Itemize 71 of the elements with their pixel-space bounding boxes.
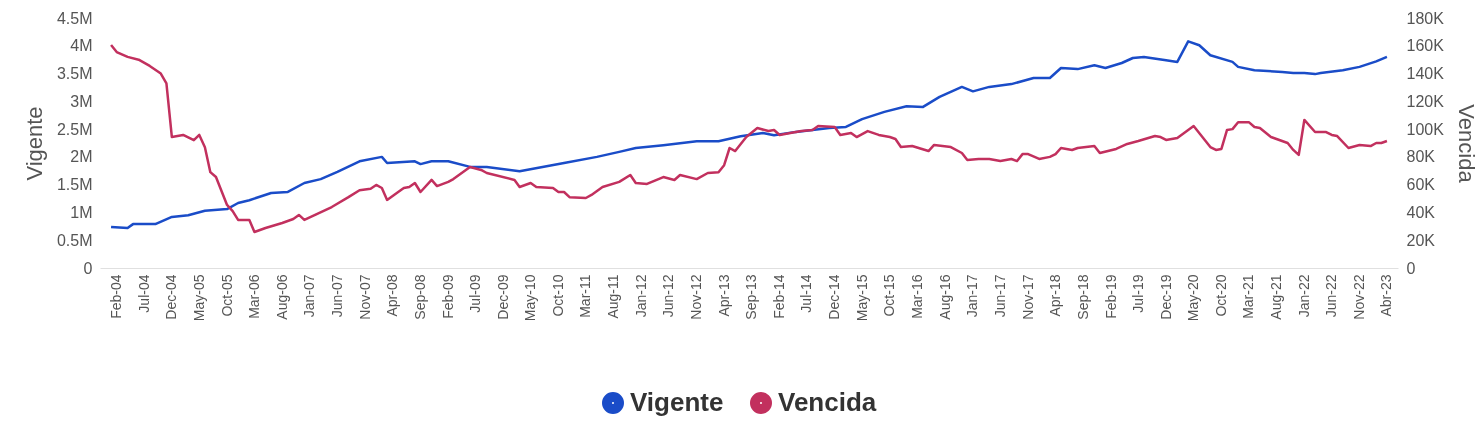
y-tick-label: 1.5M <box>56 176 93 194</box>
x-tick-label: May-05 <box>190 274 207 322</box>
y2-tick-label: 160K <box>1406 37 1445 55</box>
x-tick-label: Mar-16 <box>908 274 925 319</box>
x-tick-label: Feb-19 <box>1102 274 1119 319</box>
legend-label: Vigente <box>630 387 724 417</box>
x-tick-label: Jan-22 <box>1295 274 1312 318</box>
y2-tick-label: 0 <box>1406 259 1416 277</box>
y2-tick-label: 60K <box>1406 176 1436 194</box>
y2-tick-label: 140K <box>1406 65 1445 83</box>
y-tick-label: 4M <box>70 37 93 55</box>
x-tick-label: Apr-08 <box>384 274 401 317</box>
x-tick-label: May-20 <box>1185 274 1202 322</box>
x-tick-label: Dec-09 <box>494 274 511 320</box>
x-tick-label: Mar-11 <box>577 274 594 318</box>
x-tick-label: Nov-12 <box>688 274 705 320</box>
x-tick-label: Jul-19 <box>1129 274 1146 313</box>
x-tick-label: Jun-22 <box>1323 274 1340 318</box>
x-tick-label: Dec-14 <box>826 274 843 320</box>
x-tick-label: Nov-17 <box>1019 274 1036 320</box>
x-tick-label: Mar-06 <box>245 274 262 319</box>
legend-label: Vencida <box>778 387 877 417</box>
y-axis-title: Vigente <box>21 106 47 181</box>
x-tick-label: Aug-16 <box>936 274 953 320</box>
x-tick-label: Jul-14 <box>798 274 815 313</box>
x-tick-label: Mar-21 <box>1240 274 1257 319</box>
x-tick-label: Aug-06 <box>273 274 290 320</box>
x-tick-label: Aug-21 <box>1268 274 1285 320</box>
x-tick-label: Jun-07 <box>328 274 345 318</box>
y-tick-label: 2M <box>70 148 93 166</box>
x-tick-label: Apr-18 <box>1047 274 1064 317</box>
y-tick-label: 0 <box>83 259 93 277</box>
x-tick-label: Oct-05 <box>218 274 235 317</box>
y2-tick-label: 40K <box>1406 203 1436 221</box>
x-tick-label: Jul-09 <box>467 274 483 313</box>
y-tick-label: 3.5M <box>56 65 93 83</box>
y2-axis-title: Vencida <box>1453 104 1479 184</box>
y2-tick-label: 180K <box>1406 9 1445 27</box>
x-tick-label: Apr-13 <box>715 274 732 317</box>
x-tick-label: Feb-14 <box>771 274 788 319</box>
y-tick-label: 2.5M <box>56 120 93 138</box>
y-tick-label: 3M <box>70 92 93 110</box>
x-tick-label: Dec-04 <box>163 274 180 320</box>
x-tick-label: Jan-12 <box>632 274 649 318</box>
x-tick-label: Aug-11 <box>605 274 622 319</box>
y2-tick-label: 120K <box>1406 92 1445 110</box>
x-tick-label: May-10 <box>522 274 539 322</box>
x-tick-label: May-15 <box>853 274 870 322</box>
x-tick-label: Feb-09 <box>439 274 456 319</box>
x-tick-label: Oct-15 <box>881 274 898 317</box>
x-tick-label: Nov-07 <box>356 274 373 320</box>
x-tick-label: Jun-17 <box>991 274 1008 318</box>
y2-tick-label: 100K <box>1406 120 1445 138</box>
x-tick-label: Jan-17 <box>964 274 981 318</box>
y2-tick-label: 80K <box>1406 148 1436 166</box>
x-tick-label: Dec-19 <box>1157 274 1174 320</box>
x-tick-label: Oct-10 <box>549 274 566 317</box>
x-tick-label: Sep-08 <box>412 274 429 320</box>
x-tick-label: Jan-07 <box>301 274 318 318</box>
y2-tick-label: 20K <box>1406 231 1436 249</box>
y-tick-label: 4.5M <box>56 9 93 27</box>
x-tick-label: Jun-12 <box>660 274 677 318</box>
x-tick-label: Sep-13 <box>743 274 760 320</box>
x-tick-label: Jul-04 <box>135 274 152 313</box>
y-tick-label: 0.5M <box>56 231 93 249</box>
x-tick-label: Nov-22 <box>1351 274 1368 320</box>
y-tick-label: 1M <box>70 203 93 221</box>
x-tick-label: Abr-23 <box>1378 274 1395 317</box>
x-tick-label: Feb-04 <box>108 274 125 319</box>
x-tick-label: Oct-20 <box>1212 274 1229 317</box>
x-tick-label: Sep-18 <box>1074 274 1091 320</box>
